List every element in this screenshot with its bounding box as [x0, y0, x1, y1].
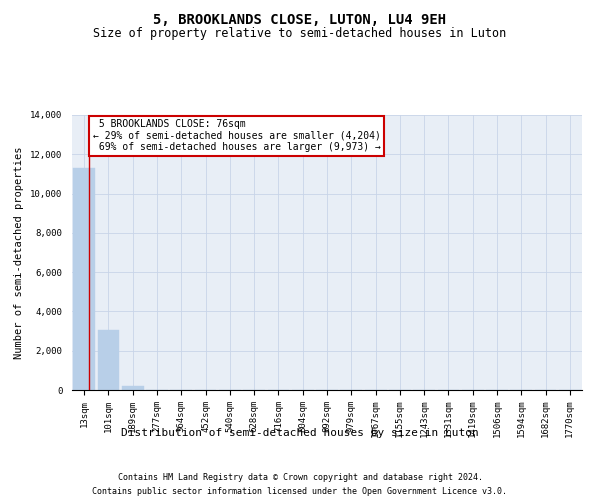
Text: Size of property relative to semi-detached houses in Luton: Size of property relative to semi-detach…: [94, 28, 506, 40]
Bar: [122, 386, 143, 390]
Text: 5 BROOKLANDS CLOSE: 76sqm
← 29% of semi-detached houses are smaller (4,204)
 69%: 5 BROOKLANDS CLOSE: 76sqm ← 29% of semi-…: [92, 119, 380, 152]
Text: Distribution of semi-detached houses by size in Luton: Distribution of semi-detached houses by …: [121, 428, 479, 438]
Text: Contains HM Land Registry data © Crown copyright and database right 2024.: Contains HM Land Registry data © Crown c…: [118, 472, 482, 482]
Text: Contains public sector information licensed under the Open Government Licence v3: Contains public sector information licen…: [92, 488, 508, 496]
Y-axis label: Number of semi-detached properties: Number of semi-detached properties: [14, 146, 25, 359]
Text: 5, BROOKLANDS CLOSE, LUTON, LU4 9EH: 5, BROOKLANDS CLOSE, LUTON, LU4 9EH: [154, 12, 446, 26]
Bar: [73, 168, 95, 390]
Bar: [97, 330, 119, 390]
